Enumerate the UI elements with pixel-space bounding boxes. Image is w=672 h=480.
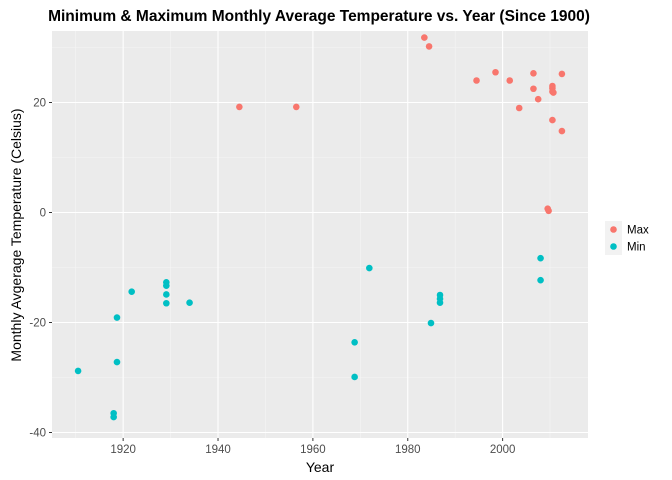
data-point-max xyxy=(534,95,542,103)
data-point-min xyxy=(113,314,121,321)
data-point-min xyxy=(537,254,544,262)
data-point-max xyxy=(292,103,300,111)
legend: Max Min xyxy=(605,221,649,255)
data-point-max xyxy=(515,104,523,112)
legend-item-max: Max xyxy=(605,221,649,238)
data-point-max xyxy=(530,70,537,77)
data-point-max xyxy=(558,70,566,78)
grid-minor xyxy=(52,31,588,438)
data-point-max xyxy=(545,207,552,215)
data-points xyxy=(74,34,566,421)
chart-title: Minimum & Maximum Monthly Average Temper… xyxy=(48,8,590,25)
y-axis-title: Monthly Avgerage Temperature (Celsius) xyxy=(8,108,24,361)
y-tick-label: -20 xyxy=(29,318,46,330)
data-point-min xyxy=(351,373,358,381)
x-tick-label: 1980 xyxy=(395,444,421,456)
x-tick-label: 1940 xyxy=(205,444,231,456)
grid-major xyxy=(52,31,588,438)
series-min xyxy=(74,254,544,421)
data-point-max xyxy=(549,116,556,124)
data-point-min xyxy=(163,299,170,307)
data-point-min xyxy=(74,367,82,375)
data-point-min xyxy=(537,276,544,284)
data-point-max xyxy=(550,89,557,96)
y-tick-label: 0 xyxy=(40,208,46,220)
data-point-min xyxy=(351,339,358,346)
legend-item-min: Min xyxy=(605,238,646,255)
legend-label: Min xyxy=(627,242,646,254)
data-point-max xyxy=(425,43,433,50)
y-tick-label: -40 xyxy=(29,428,46,440)
data-point-min xyxy=(113,358,121,366)
data-point-min xyxy=(436,299,444,307)
legend-key-point xyxy=(610,243,617,250)
x-tick-label: 1960 xyxy=(300,444,326,456)
data-point-min xyxy=(163,291,170,298)
x-tick-label: 1920 xyxy=(110,444,136,456)
data-point-max xyxy=(530,85,537,93)
data-point-max xyxy=(236,103,243,111)
y-axis: -40 -20 0 20 xyxy=(29,98,52,440)
data-point-min xyxy=(427,319,435,327)
data-point-max xyxy=(492,68,499,76)
data-point-max xyxy=(558,127,566,135)
data-point-max xyxy=(506,77,514,84)
data-point-max xyxy=(473,77,480,84)
data-point-min xyxy=(128,288,135,296)
x-axis: 1920 1940 1960 1980 2000 xyxy=(110,438,515,456)
data-point-min xyxy=(163,282,170,289)
x-axis-title: Year xyxy=(306,459,335,475)
x-tick-label: 2000 xyxy=(490,444,516,456)
series-max xyxy=(236,34,566,215)
data-point-min xyxy=(186,299,193,307)
legend-key-point xyxy=(610,226,617,233)
y-tick-label: 20 xyxy=(33,98,46,110)
data-point-min xyxy=(110,413,117,421)
legend-label: Max xyxy=(627,225,649,237)
data-point-min xyxy=(366,264,373,272)
plot-panel xyxy=(52,31,588,438)
data-point-max xyxy=(421,34,428,41)
